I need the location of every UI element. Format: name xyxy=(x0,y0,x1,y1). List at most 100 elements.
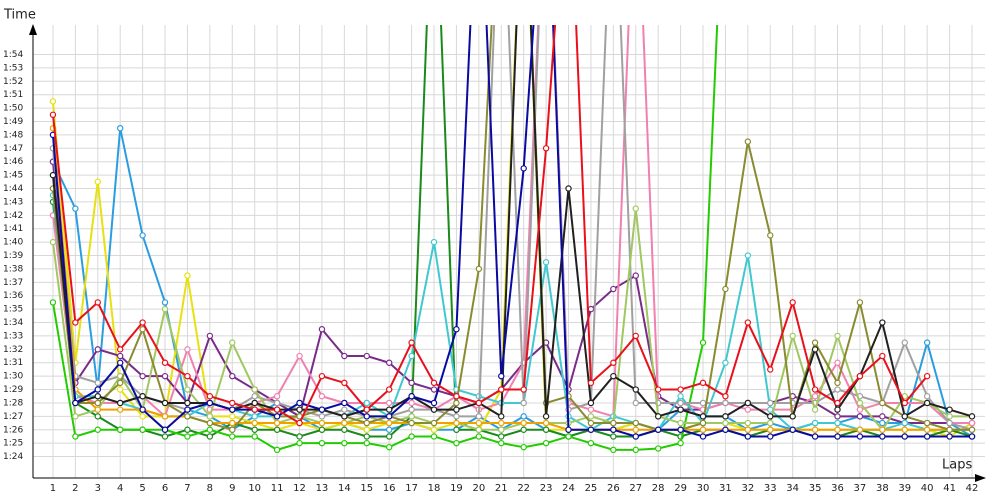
data-point xyxy=(296,352,303,360)
data-point xyxy=(408,406,415,413)
data-point xyxy=(946,433,953,440)
x-tick-label: 16 xyxy=(383,483,396,494)
data-point xyxy=(94,299,101,306)
data-point xyxy=(94,386,101,393)
data-point xyxy=(879,399,886,407)
data-point xyxy=(587,305,595,313)
data-point xyxy=(789,299,796,306)
data-point xyxy=(161,433,169,440)
data-point xyxy=(363,413,370,420)
data-point xyxy=(363,352,370,360)
data-point xyxy=(498,439,505,447)
data-point xyxy=(901,339,908,346)
data-point xyxy=(385,359,393,366)
data-point xyxy=(699,413,707,420)
data-point xyxy=(206,332,214,340)
data-point xyxy=(632,419,639,427)
x-axis-label: Laps xyxy=(942,458,972,473)
y-tick-label: 1:24 xyxy=(3,452,23,462)
data-point xyxy=(856,299,864,306)
data-point xyxy=(161,299,169,306)
y-tick-label: 1:31 xyxy=(3,358,23,368)
data-point xyxy=(94,393,101,400)
data-point xyxy=(251,399,258,407)
data-point xyxy=(834,399,841,407)
data-point xyxy=(968,426,976,433)
y-arrow xyxy=(29,24,37,35)
data-point xyxy=(72,319,79,326)
y-tick-label: 1:35 xyxy=(3,305,23,315)
data-point xyxy=(318,406,326,413)
data-point xyxy=(767,426,774,433)
data-point xyxy=(296,406,303,413)
data-point xyxy=(475,419,483,427)
data-point xyxy=(677,399,684,407)
y-tick-label: 1:28 xyxy=(3,398,23,408)
data-point xyxy=(699,433,707,440)
data-point xyxy=(94,399,101,407)
series-line xyxy=(51,161,972,425)
data-point xyxy=(677,393,684,400)
data-point xyxy=(363,439,370,447)
data-point xyxy=(856,433,864,440)
data-point xyxy=(116,386,124,393)
x-tick-label: 9 xyxy=(229,483,235,494)
x-tick-label: 13 xyxy=(316,483,329,494)
data-point xyxy=(341,379,348,387)
data-point xyxy=(789,426,796,433)
data-point xyxy=(744,419,752,427)
data-point xyxy=(453,413,460,420)
x-tick-label: 21 xyxy=(495,483,508,494)
data-point xyxy=(498,372,505,380)
y-tick-label: 1:30 xyxy=(3,372,23,382)
data-point xyxy=(341,419,348,427)
data-point xyxy=(968,433,976,440)
x-tick-label: 23 xyxy=(540,483,553,494)
data-point xyxy=(565,433,572,440)
data-point xyxy=(206,433,214,440)
y-tick-label: 1:44 xyxy=(3,184,23,194)
data-point xyxy=(430,386,438,393)
data-point xyxy=(923,339,931,346)
data-point xyxy=(273,399,281,407)
data-point xyxy=(587,413,595,420)
data-point xyxy=(318,372,326,380)
data-point xyxy=(94,178,101,186)
data-point xyxy=(273,406,281,413)
data-point xyxy=(49,299,57,306)
data-point xyxy=(834,419,841,427)
data-point xyxy=(632,399,639,407)
data-point xyxy=(475,433,483,440)
data-point xyxy=(184,433,191,440)
x-tick-label: 36 xyxy=(831,483,844,494)
data-point xyxy=(856,426,864,433)
data-point xyxy=(184,386,191,393)
data-point xyxy=(385,419,393,427)
data-point xyxy=(116,379,124,387)
data-point xyxy=(408,413,415,420)
data-point xyxy=(767,419,774,427)
data-point xyxy=(722,285,729,293)
data-point xyxy=(273,393,281,400)
data-point xyxy=(251,386,258,393)
y-tick-label: 1:40 xyxy=(3,238,23,248)
data-point xyxy=(767,399,774,407)
data-point xyxy=(699,399,707,407)
data-point xyxy=(811,419,819,427)
data-point xyxy=(744,138,752,145)
data-point xyxy=(811,433,819,440)
data-point xyxy=(610,426,617,433)
data-point xyxy=(453,419,460,427)
data-point xyxy=(184,426,191,433)
data-point xyxy=(520,165,527,172)
data-point xyxy=(184,272,191,279)
data-point xyxy=(116,426,124,433)
data-point xyxy=(744,252,752,259)
data-point xyxy=(834,433,841,440)
data-point xyxy=(654,413,662,420)
data-point xyxy=(453,426,460,433)
data-point xyxy=(901,426,908,433)
data-point xyxy=(408,399,415,407)
data-point xyxy=(161,413,169,420)
data-point xyxy=(139,393,146,400)
